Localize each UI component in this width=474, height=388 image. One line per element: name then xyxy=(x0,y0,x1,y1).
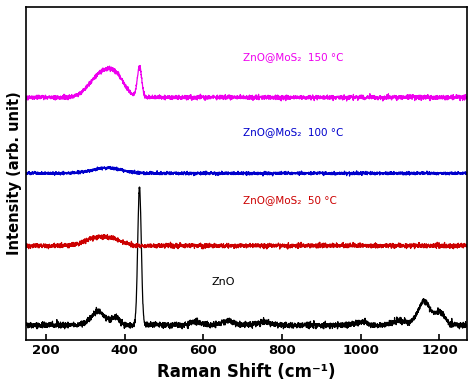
Text: ZnO@MoS₂  100 °C: ZnO@MoS₂ 100 °C xyxy=(243,127,343,137)
Text: ZnO@MoS₂  150 °C: ZnO@MoS₂ 150 °C xyxy=(243,52,343,62)
Text: ZnO@MoS₂  50 °C: ZnO@MoS₂ 50 °C xyxy=(243,196,337,205)
Y-axis label: Intensity (arb. unit): Intensity (arb. unit) xyxy=(7,92,22,255)
Text: ZnO: ZnO xyxy=(211,277,235,287)
X-axis label: Raman Shift (cm⁻¹): Raman Shift (cm⁻¹) xyxy=(157,363,336,381)
